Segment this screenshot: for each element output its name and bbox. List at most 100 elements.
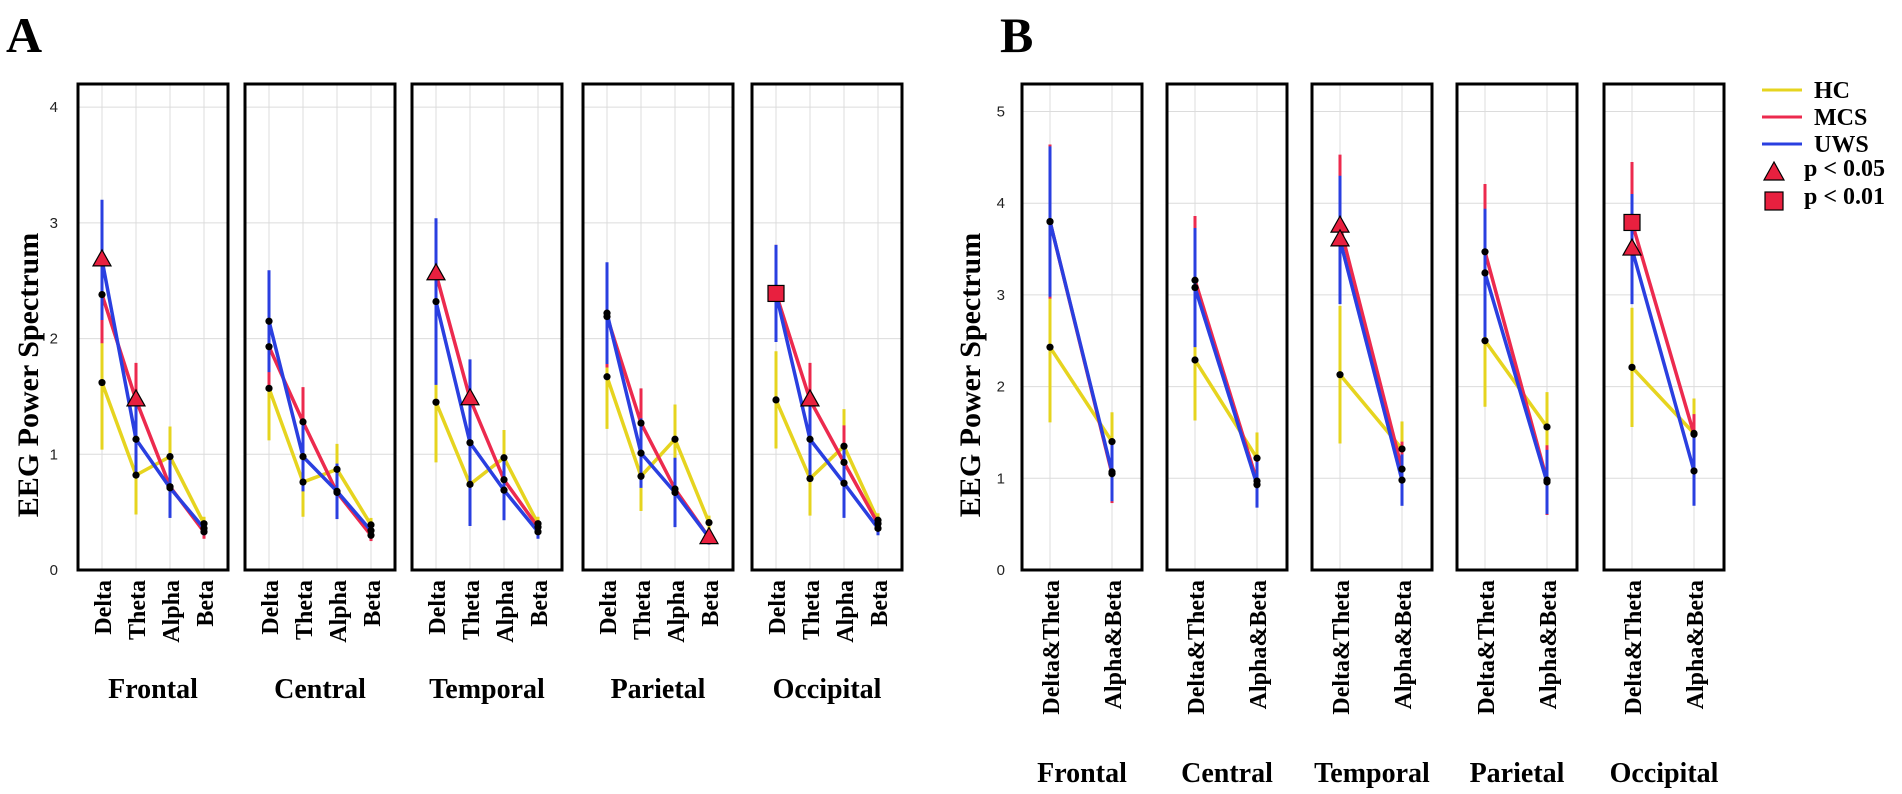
region-label-frontal: Frontal [108,674,198,705]
legend-square-marker [1764,191,1784,211]
point-hc [671,435,679,443]
panel-b-ytick-4: 4 [997,195,1005,212]
series-line-mcs [1630,221,1696,435]
panel-b-facet-frontal: Delta&Theta Alpha&Beta Frontal [1020,82,1144,789]
facet-border [1310,82,1434,572]
panel-a-ytick-2: 2 [50,331,58,348]
x-tick-theta: Theta [799,580,825,640]
series-line-mcs [1338,225,1404,470]
panel-a-ytick-4: 4 [50,99,58,116]
region-label-parietal: Parietal [611,674,706,705]
series-line-uws [434,301,540,533]
series-line-uws [1338,239,1404,481]
point-uws [671,488,679,497]
legend-label-p-0-01: p < 0.01 [1804,184,1885,210]
point-uws [637,449,645,457]
point-hc [1191,356,1199,364]
sig-triangle-marker [425,262,447,281]
facet-border [243,82,397,572]
region-label-temporal: Temporal [1314,758,1430,789]
point-uws [1046,217,1054,226]
point-mcs [1481,248,1489,256]
point-uws [466,439,474,447]
series-line-uws [1048,221,1114,473]
panel-a-facet-temporal: Delta Theta Alpha Beta Temporal [410,82,564,705]
point-uws [132,435,140,443]
series-line-uws [774,293,880,530]
x-tick-alpha: Alpha [664,580,690,643]
point-uws [1543,478,1551,486]
region-label-occipital: Occipital [773,674,882,705]
series-line-hc [434,401,540,525]
point-hc [840,442,848,450]
sig-square-marker [767,284,785,303]
point-mcs [1398,465,1406,473]
sig-square-marker [1623,213,1641,232]
point-hc [166,453,174,461]
region-label-temporal: Temporal [429,674,545,705]
region-label-central: Central [1181,758,1273,789]
facet-border [1165,82,1289,572]
panel-a-facet-parietal: Delta Theta Alpha Beta Parietal [581,82,735,705]
panel-b-facet-occipital: Delta&Theta Alpha&Beta Occipital [1602,82,1726,789]
y-axis-label-a: EEG Power Spectrum [12,233,45,517]
point-hc [1046,343,1054,351]
sig-triangle-marker [125,388,147,407]
point-hc [466,480,474,488]
plots: 0 1 2 3 4 Delta Theta Alpha Beta Frontal Delta Thet… [50,82,1726,789]
point-hc [1628,363,1636,371]
sig-triangle-marker [1329,228,1351,247]
panel-b-ytick-1: 1 [997,470,1005,487]
series-line-hc [1630,366,1696,435]
x-tick-alpha: Alpha [833,580,859,643]
point-uws [265,317,273,325]
series-line-uws [605,312,711,539]
x-tick-beta: Beta [527,580,553,627]
point-hc [1108,438,1116,446]
point-uws [603,309,611,317]
x-tick-delta: Delta [765,580,791,635]
point-hc [1253,454,1261,462]
x-tick-delta-theta: Delta&Theta [1621,580,1647,715]
sig-triangle-marker [799,388,821,407]
point-hc [132,471,140,479]
point-uws [1690,467,1698,475]
point-mcs [840,458,848,466]
panel-b-ytick-3: 3 [997,287,1005,304]
x-tick-delta: Delta [425,580,451,635]
panel-a-ytick-3: 3 [50,215,58,232]
x-tick-beta: Beta [360,580,386,627]
point-uws [299,453,307,461]
x-tick-alpha-beta: Alpha&Beta [1391,580,1417,709]
series-line-uws [1483,272,1549,483]
point-hc [98,378,106,387]
x-tick-alpha-beta: Alpha&Beta [1246,580,1272,709]
x-tick-alpha: Alpha [493,580,519,643]
x-tick-delta: Delta [258,580,284,635]
facet-border [581,82,735,572]
series-line-hc [605,376,711,524]
x-tick-beta: Beta [867,580,893,627]
facet-border [1602,82,1726,572]
region-label-central: Central [274,674,366,705]
panel-letter-b: B [1000,7,1033,63]
y-axis-label-b: EEG Power Spectrum [954,233,987,517]
x-tick-alpha-beta: Alpha&Beta [1101,580,1127,709]
facet-border [410,82,564,572]
point-uws [806,435,814,443]
region-label-parietal: Parietal [1470,758,1565,789]
facet-border [750,82,904,572]
series-line-uws [267,320,373,532]
point-mcs [299,418,307,426]
panel-a-facet-central: Delta Theta Alpha Beta Central [243,82,397,705]
panel-a-facet-frontal: Delta Theta Alpha Beta Frontal [76,82,230,705]
series-line-uws [100,259,206,530]
series-line-mcs [605,316,711,539]
point-uws [534,528,542,536]
x-tick-alpha-beta: Alpha&Beta [1683,580,1709,709]
x-tick-delta-theta: Delta&Theta [1039,580,1065,715]
point-mcs [1690,430,1698,438]
x-tick-delta: Delta [91,580,117,635]
point-hc [500,454,508,462]
